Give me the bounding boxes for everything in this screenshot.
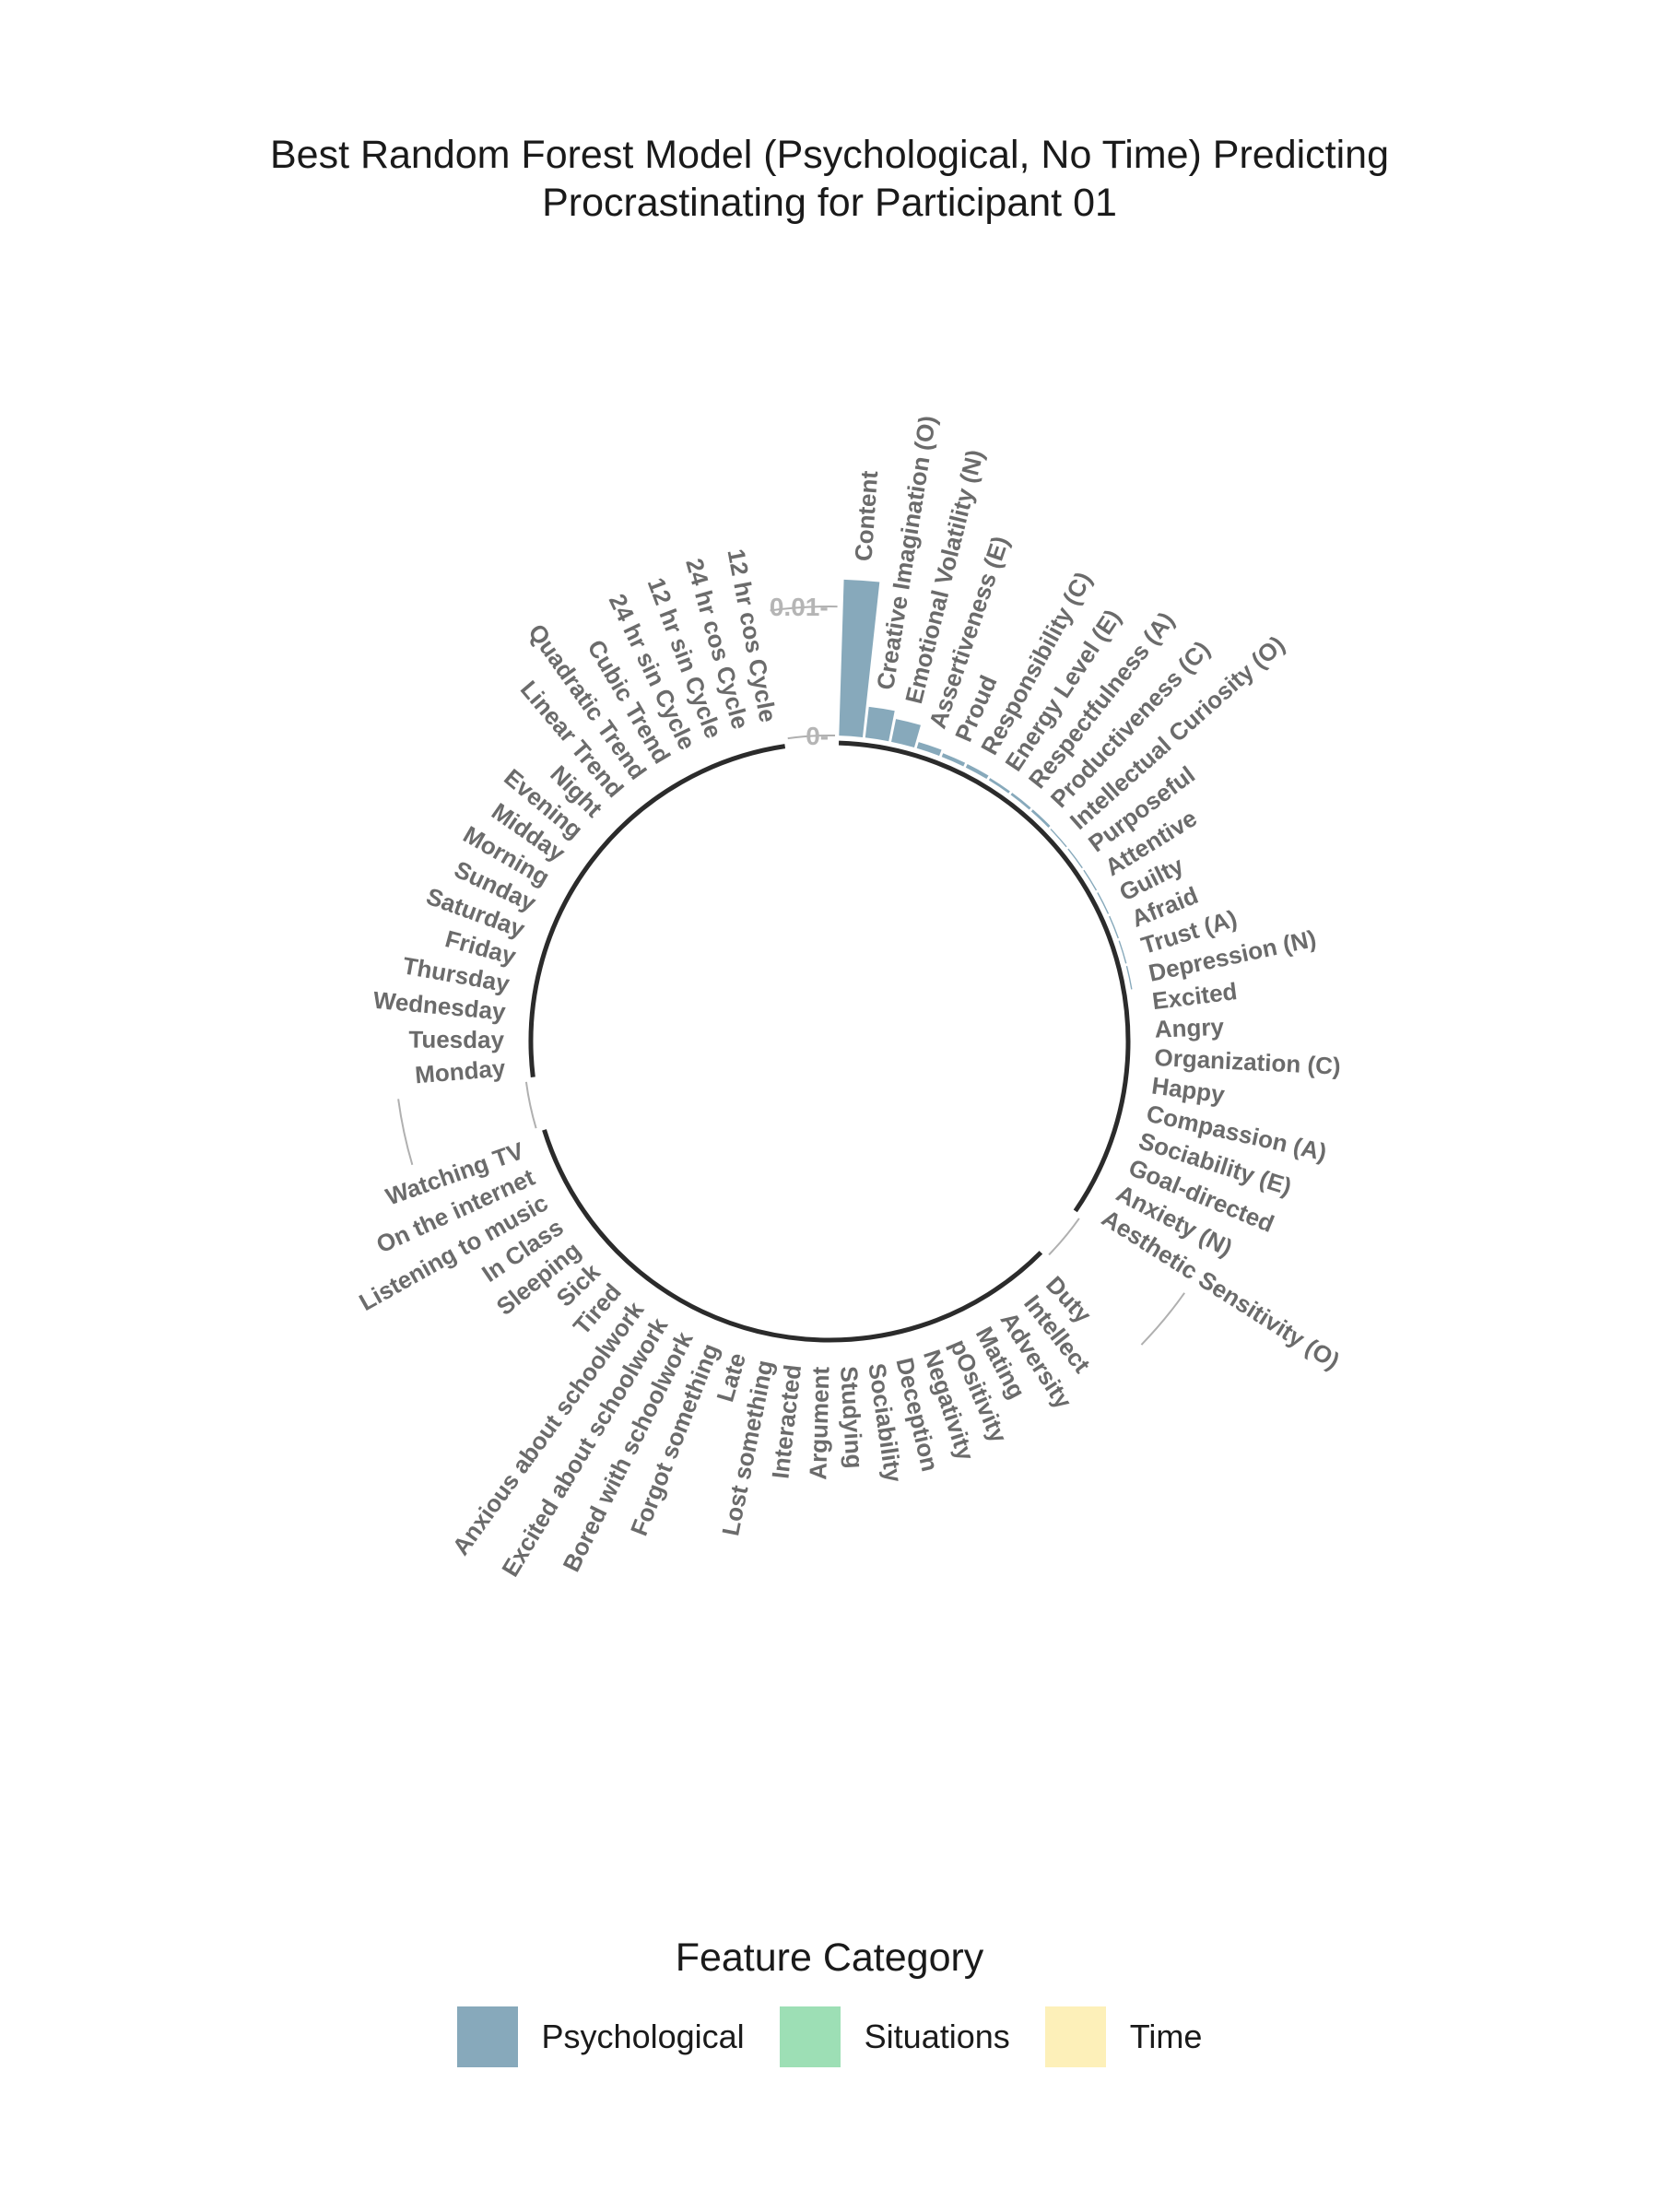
bar-energy-level-e	[988, 778, 1010, 794]
bar-content	[839, 579, 880, 737]
legend: Feature Category Psychological Situation…	[0, 1936, 1659, 2067]
legend-label-situations: Situations	[864, 2018, 1010, 2055]
group-baselines-layer	[528, 740, 1131, 1343]
legend-item-situations: Situations	[779, 2006, 1010, 2067]
bar-guilty	[1097, 892, 1110, 914]
legend-item-psychological: Psychological	[456, 2006, 745, 2067]
legend-title: Feature Category	[675, 1936, 984, 1980]
y-grid-arc	[524, 1081, 537, 1129]
baseline-psychological	[838, 740, 1131, 1213]
chart-title-line-1: Best Random Forest Model (Psychological,…	[269, 133, 1390, 177]
bar-responsibility-c	[965, 763, 989, 780]
label-angry: Angry	[1154, 1013, 1225, 1043]
legend-label-psychological: Psychological	[541, 2018, 745, 2055]
y-grid-arc	[1048, 1218, 1080, 1256]
bar-emotional-volatility-n	[891, 719, 921, 747]
label-studying: Studying	[835, 1365, 869, 1469]
bar-intellectual-curiosity-o	[1050, 829, 1067, 848]
bar-creative-imagination-o	[865, 706, 895, 742]
y-tick-label: 0.01-	[770, 593, 829, 621]
legend-item-time: Time	[1044, 2006, 1203, 2067]
y-grid-layer	[397, 606, 1185, 1346]
legend-swatch-situations	[779, 2006, 841, 2067]
label-content: Content	[849, 470, 883, 562]
y-ticks-layer: 0.01- 0-	[770, 593, 829, 750]
label-tuesday: Tuesday	[408, 1026, 504, 1054]
bar-assertiveness-e	[916, 742, 942, 757]
baseline-situations	[542, 1129, 1043, 1343]
legend-swatch-psychological	[456, 2006, 518, 2067]
label-monday: Monday	[414, 1054, 507, 1089]
bars-layer	[839, 579, 1133, 990]
bar-proud	[941, 753, 966, 767]
legend-label-time: Time	[1129, 2018, 1203, 2055]
legend-items: Psychological Situations Time	[0, 2006, 1659, 2067]
y-grid-arc	[1140, 1292, 1185, 1346]
bar-productiveness-c	[1030, 809, 1051, 829]
chart-title: Best Random Forest Model (Psychological,…	[0, 131, 1659, 227]
bar-purposeful	[1067, 848, 1083, 869]
legend-swatch-time	[1044, 2006, 1106, 2067]
label-argument: Argument	[804, 1366, 834, 1480]
y-grid-arc	[787, 735, 836, 740]
bar-afraid	[1109, 915, 1119, 939]
bar-trust-a	[1118, 940, 1127, 964]
bar-attentive	[1083, 869, 1098, 891]
bar-depression-n	[1125, 965, 1133, 990]
chart-title-line-2: Procrastinating for Participant 01	[542, 181, 1117, 225]
baseline-time	[528, 744, 786, 1077]
y-grid-arc	[770, 606, 838, 612]
bar-respectfulness-a	[1010, 793, 1031, 810]
y-tick-label: 0-	[806, 722, 829, 750]
y-grid-arc	[397, 1099, 414, 1166]
